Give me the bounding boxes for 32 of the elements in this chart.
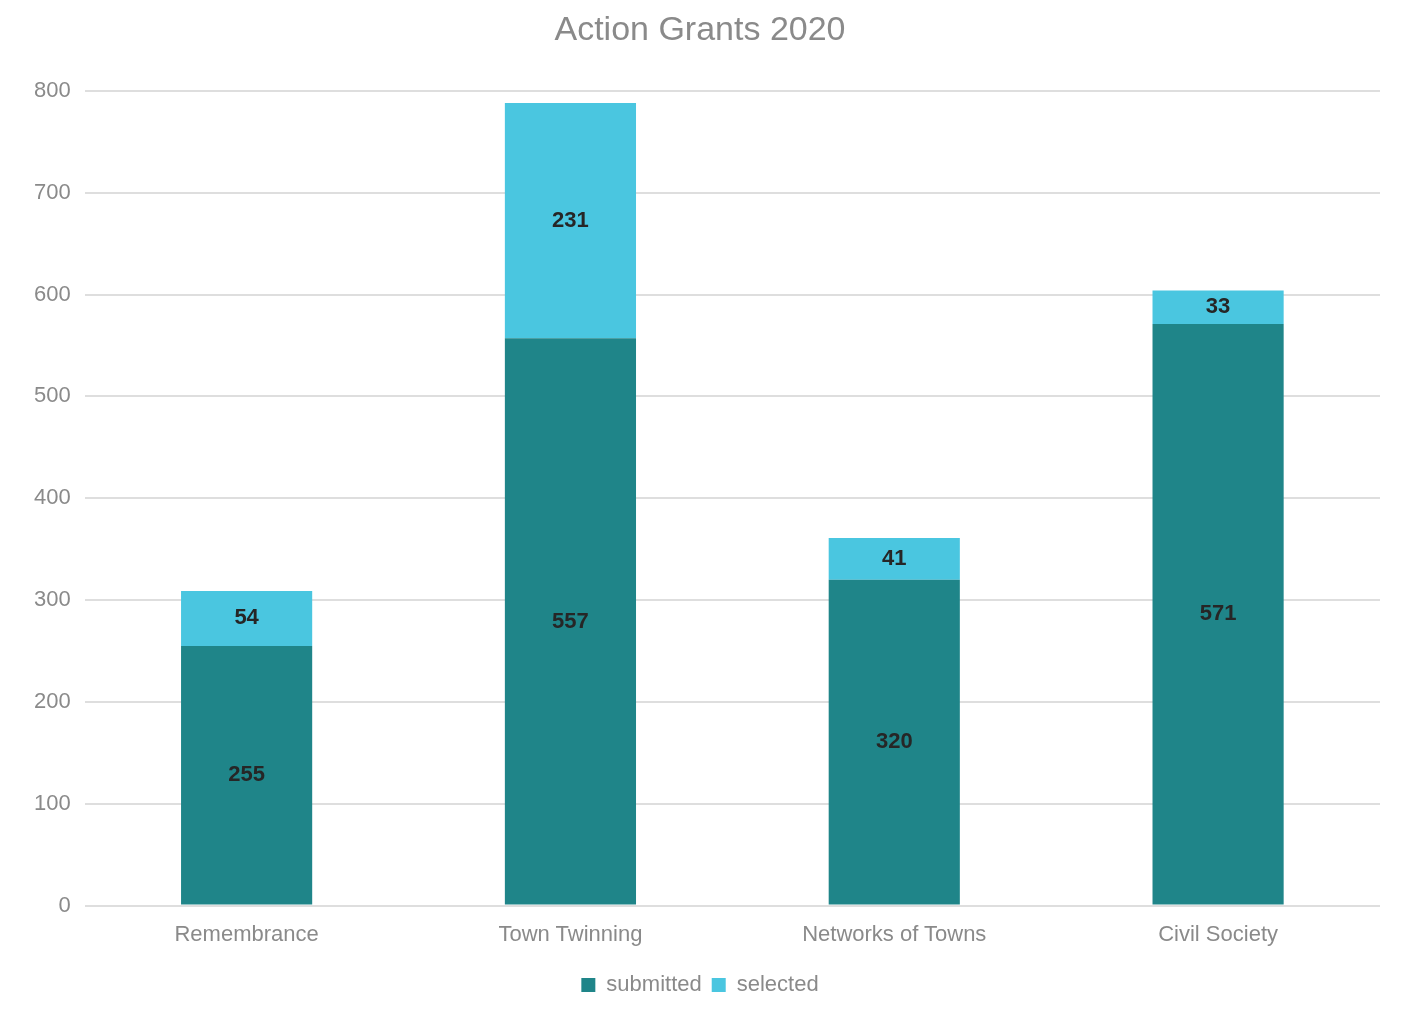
x-tick-label: Remembrance <box>174 920 319 946</box>
y-tick-label: 300 <box>33 586 71 612</box>
data-label: 571 <box>1199 600 1237 626</box>
y-tick-label: 800 <box>33 76 71 102</box>
x-tick-label: Networks of Towns <box>802 920 987 946</box>
data-label: 557 <box>552 607 589 633</box>
data-label: 231 <box>552 206 589 232</box>
y-tick-label: 100 <box>33 789 71 815</box>
data-label: 41 <box>882 544 907 570</box>
y-tick-label: 400 <box>33 484 71 510</box>
bar <box>1152 324 1284 905</box>
data-label: 54 <box>234 604 260 630</box>
bar <box>828 537 960 580</box>
y-tick-label: 0 <box>58 891 71 917</box>
bar <box>181 645 313 905</box>
data-label: 320 <box>875 728 913 754</box>
chart-title: Action Grants 2020 <box>554 8 846 47</box>
x-tick-label: Town Twinning <box>498 920 643 946</box>
data-label: 33 <box>1205 293 1231 319</box>
bar <box>828 579 960 905</box>
y-tick-label: 600 <box>33 280 71 306</box>
bar <box>181 590 313 646</box>
bar <box>504 103 637 339</box>
legend-label: selected <box>736 971 819 997</box>
bar <box>1152 290 1284 325</box>
bar <box>504 338 637 905</box>
y-tick-label: 700 <box>33 178 71 204</box>
legend-label: submitted <box>606 971 702 997</box>
y-tick-label: 200 <box>33 687 71 713</box>
data-label: 255 <box>228 761 265 787</box>
x-tick-label: Civil Society <box>1158 920 1278 946</box>
y-tick-label: 500 <box>33 382 71 408</box>
